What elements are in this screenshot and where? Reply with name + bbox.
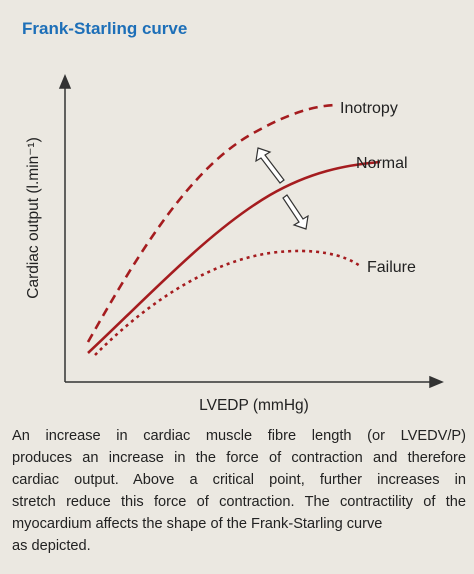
caption-line: cardiac output. Above a critical point, … [12,472,466,488]
caption-line: produces an increase in the force of con… [12,450,466,466]
normal-curve [87,160,381,354]
inotropy-curve [86,103,336,343]
axes [58,74,444,389]
y-axis-label: Cardiac output (l.min⁻¹) [25,137,42,299]
curve-label: Normal [356,155,408,172]
caption-line: as depicted. [12,538,91,554]
caption-line: An increase in cardiac muscle fibre leng… [12,428,466,444]
diagram: Frank-Starling curve Cardiac output (l.m… [22,19,444,414]
caption-line: stretch reduce this force of contraction… [12,494,466,510]
caption-line: myocardium affects the shape of the Fran… [12,516,383,532]
x-axis-label: LVEDP (mmHg) [199,397,309,414]
curve-label: Failure [367,259,416,276]
caption: An increase in cardiac muscle fibre leng… [12,425,466,557]
arrows [255,147,309,230]
y-arrow [58,74,72,89]
x-arrow [429,375,444,389]
curves [86,103,381,356]
curve-label: Inotropy [340,100,398,117]
arrow-up [255,147,285,184]
arrow-down [282,194,309,230]
title: Frank-Starling curve [22,19,187,38]
failure-curve [94,249,361,356]
